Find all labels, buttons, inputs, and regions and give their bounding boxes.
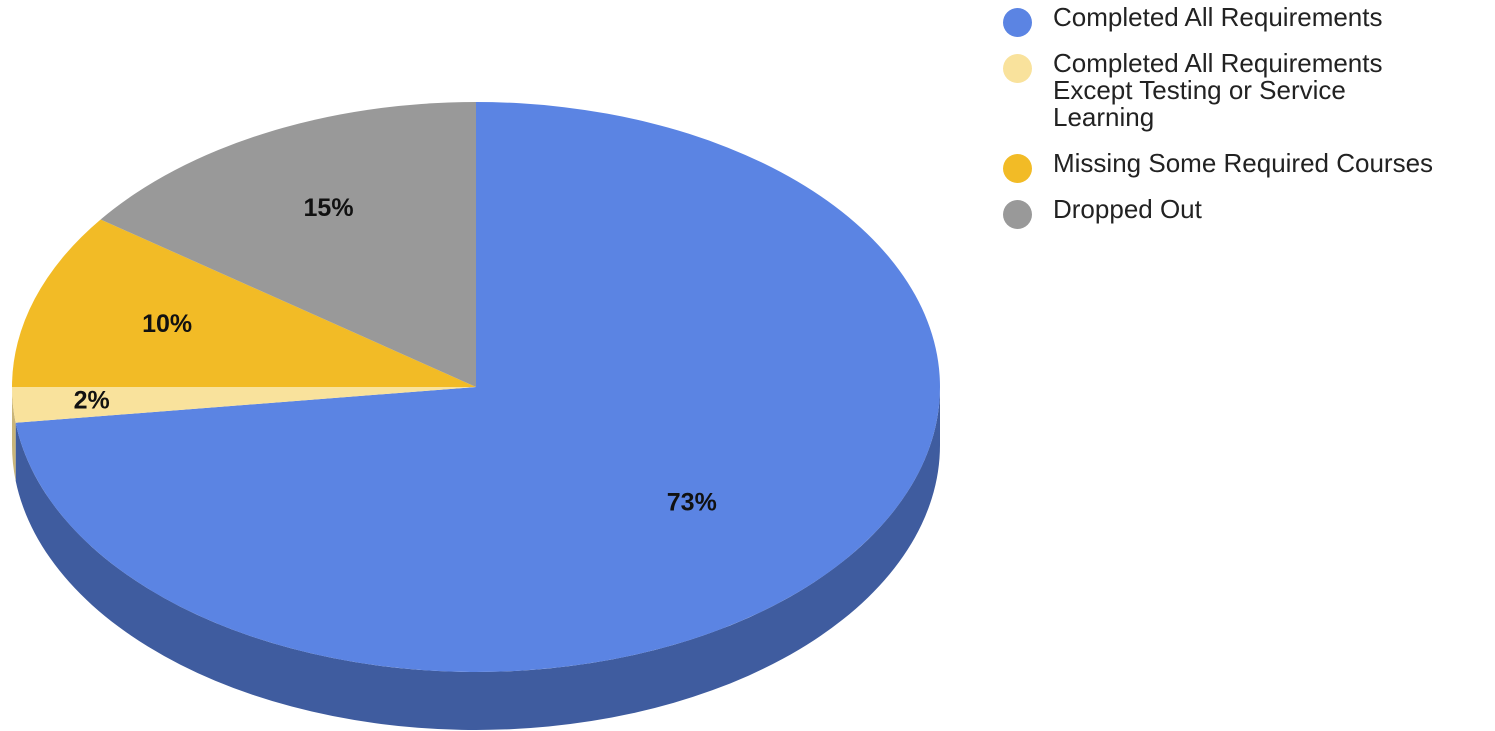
pie-slice-except-testing	[12, 387, 476, 423]
pie-label-missing-courses: 10%	[142, 310, 192, 338]
legend-label-completed: Completed All Requirements	[1053, 2, 1383, 32]
pie-slices	[12, 102, 941, 672]
legend-item-except-testing: Completed All Requirements Except Testin…	[1003, 50, 1493, 131]
legend-swatch-except-testing	[1003, 54, 1032, 83]
pie-slice-dropped-out	[100, 102, 477, 387]
chart-legend: Completed All Requirements Completed All…	[1003, 4, 1493, 242]
pie-sides	[12, 387, 941, 730]
pie-side-except-testing	[12, 387, 16, 481]
pie-slice-completed	[15, 102, 941, 672]
legend-item-dropped-out: Dropped Out	[1003, 194, 1493, 229]
legend-label-except-testing: Completed All Requirements Except Testin…	[1053, 48, 1383, 132]
pie-label-completed: 73%	[667, 488, 717, 516]
legend-label-missing-courses: Missing Some Required Courses	[1053, 148, 1434, 178]
legend-swatch-completed	[1003, 8, 1032, 37]
pie-slice-missing-courses	[12, 219, 476, 387]
legend-label-dropped-out: Dropped Out	[1053, 194, 1202, 224]
pie-label-except-testing: 2%	[74, 386, 110, 414]
legend-item-missing-courses: Missing Some Required Courses	[1003, 148, 1493, 183]
pie-chart: 73% 2% 10% 15%	[12, 102, 941, 730]
legend-item-completed: Completed All Requirements	[1003, 2, 1493, 37]
pie-side-completed	[15, 387, 941, 730]
pie-label-dropped-out: 15%	[304, 194, 354, 222]
legend-swatch-missing-courses	[1003, 154, 1032, 183]
legend-swatch-dropped-out	[1003, 200, 1032, 229]
pie-labels: 73% 2% 10% 15%	[74, 194, 717, 517]
